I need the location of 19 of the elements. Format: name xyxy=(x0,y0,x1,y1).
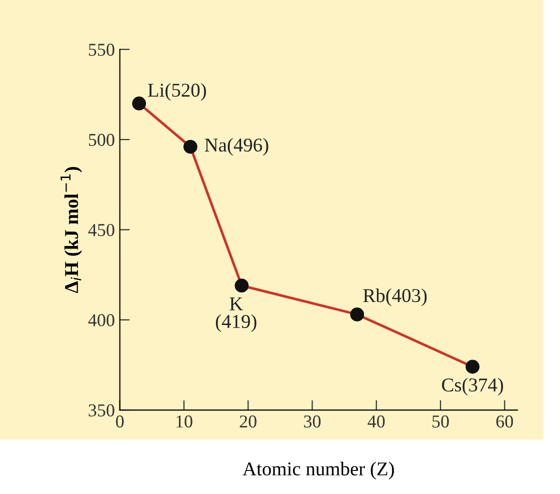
x-tick-label: 60 xyxy=(496,415,513,428)
x-tick-label: 30 xyxy=(304,415,321,428)
y-tick-label: 550 xyxy=(88,44,114,56)
x-axis-title: Atomic number (Z) xyxy=(242,462,394,480)
x-tick-label: 0 xyxy=(116,415,124,428)
x-tick-label: 40 xyxy=(368,415,385,428)
x-tick-label: 20 xyxy=(240,415,256,428)
annotation: Rb(403) xyxy=(363,288,427,306)
y-tick-label: 350 xyxy=(88,404,114,416)
annotation: Cs(374) xyxy=(442,378,504,396)
annotation: K (419) xyxy=(216,297,256,332)
y-axis-title: Δ$_{i}$H (kJ mol$^{−1}$) xyxy=(60,167,82,294)
x-tick-label: 50 xyxy=(432,415,449,428)
x-tick-label: 10 xyxy=(176,415,192,428)
annotation: Li(520) xyxy=(148,83,206,101)
y-tick-label: 450 xyxy=(88,224,114,236)
y-tick-label: 500 xyxy=(88,134,114,146)
annotation: Na(496) xyxy=(204,138,268,156)
y-tick-label: 400 xyxy=(88,314,114,326)
